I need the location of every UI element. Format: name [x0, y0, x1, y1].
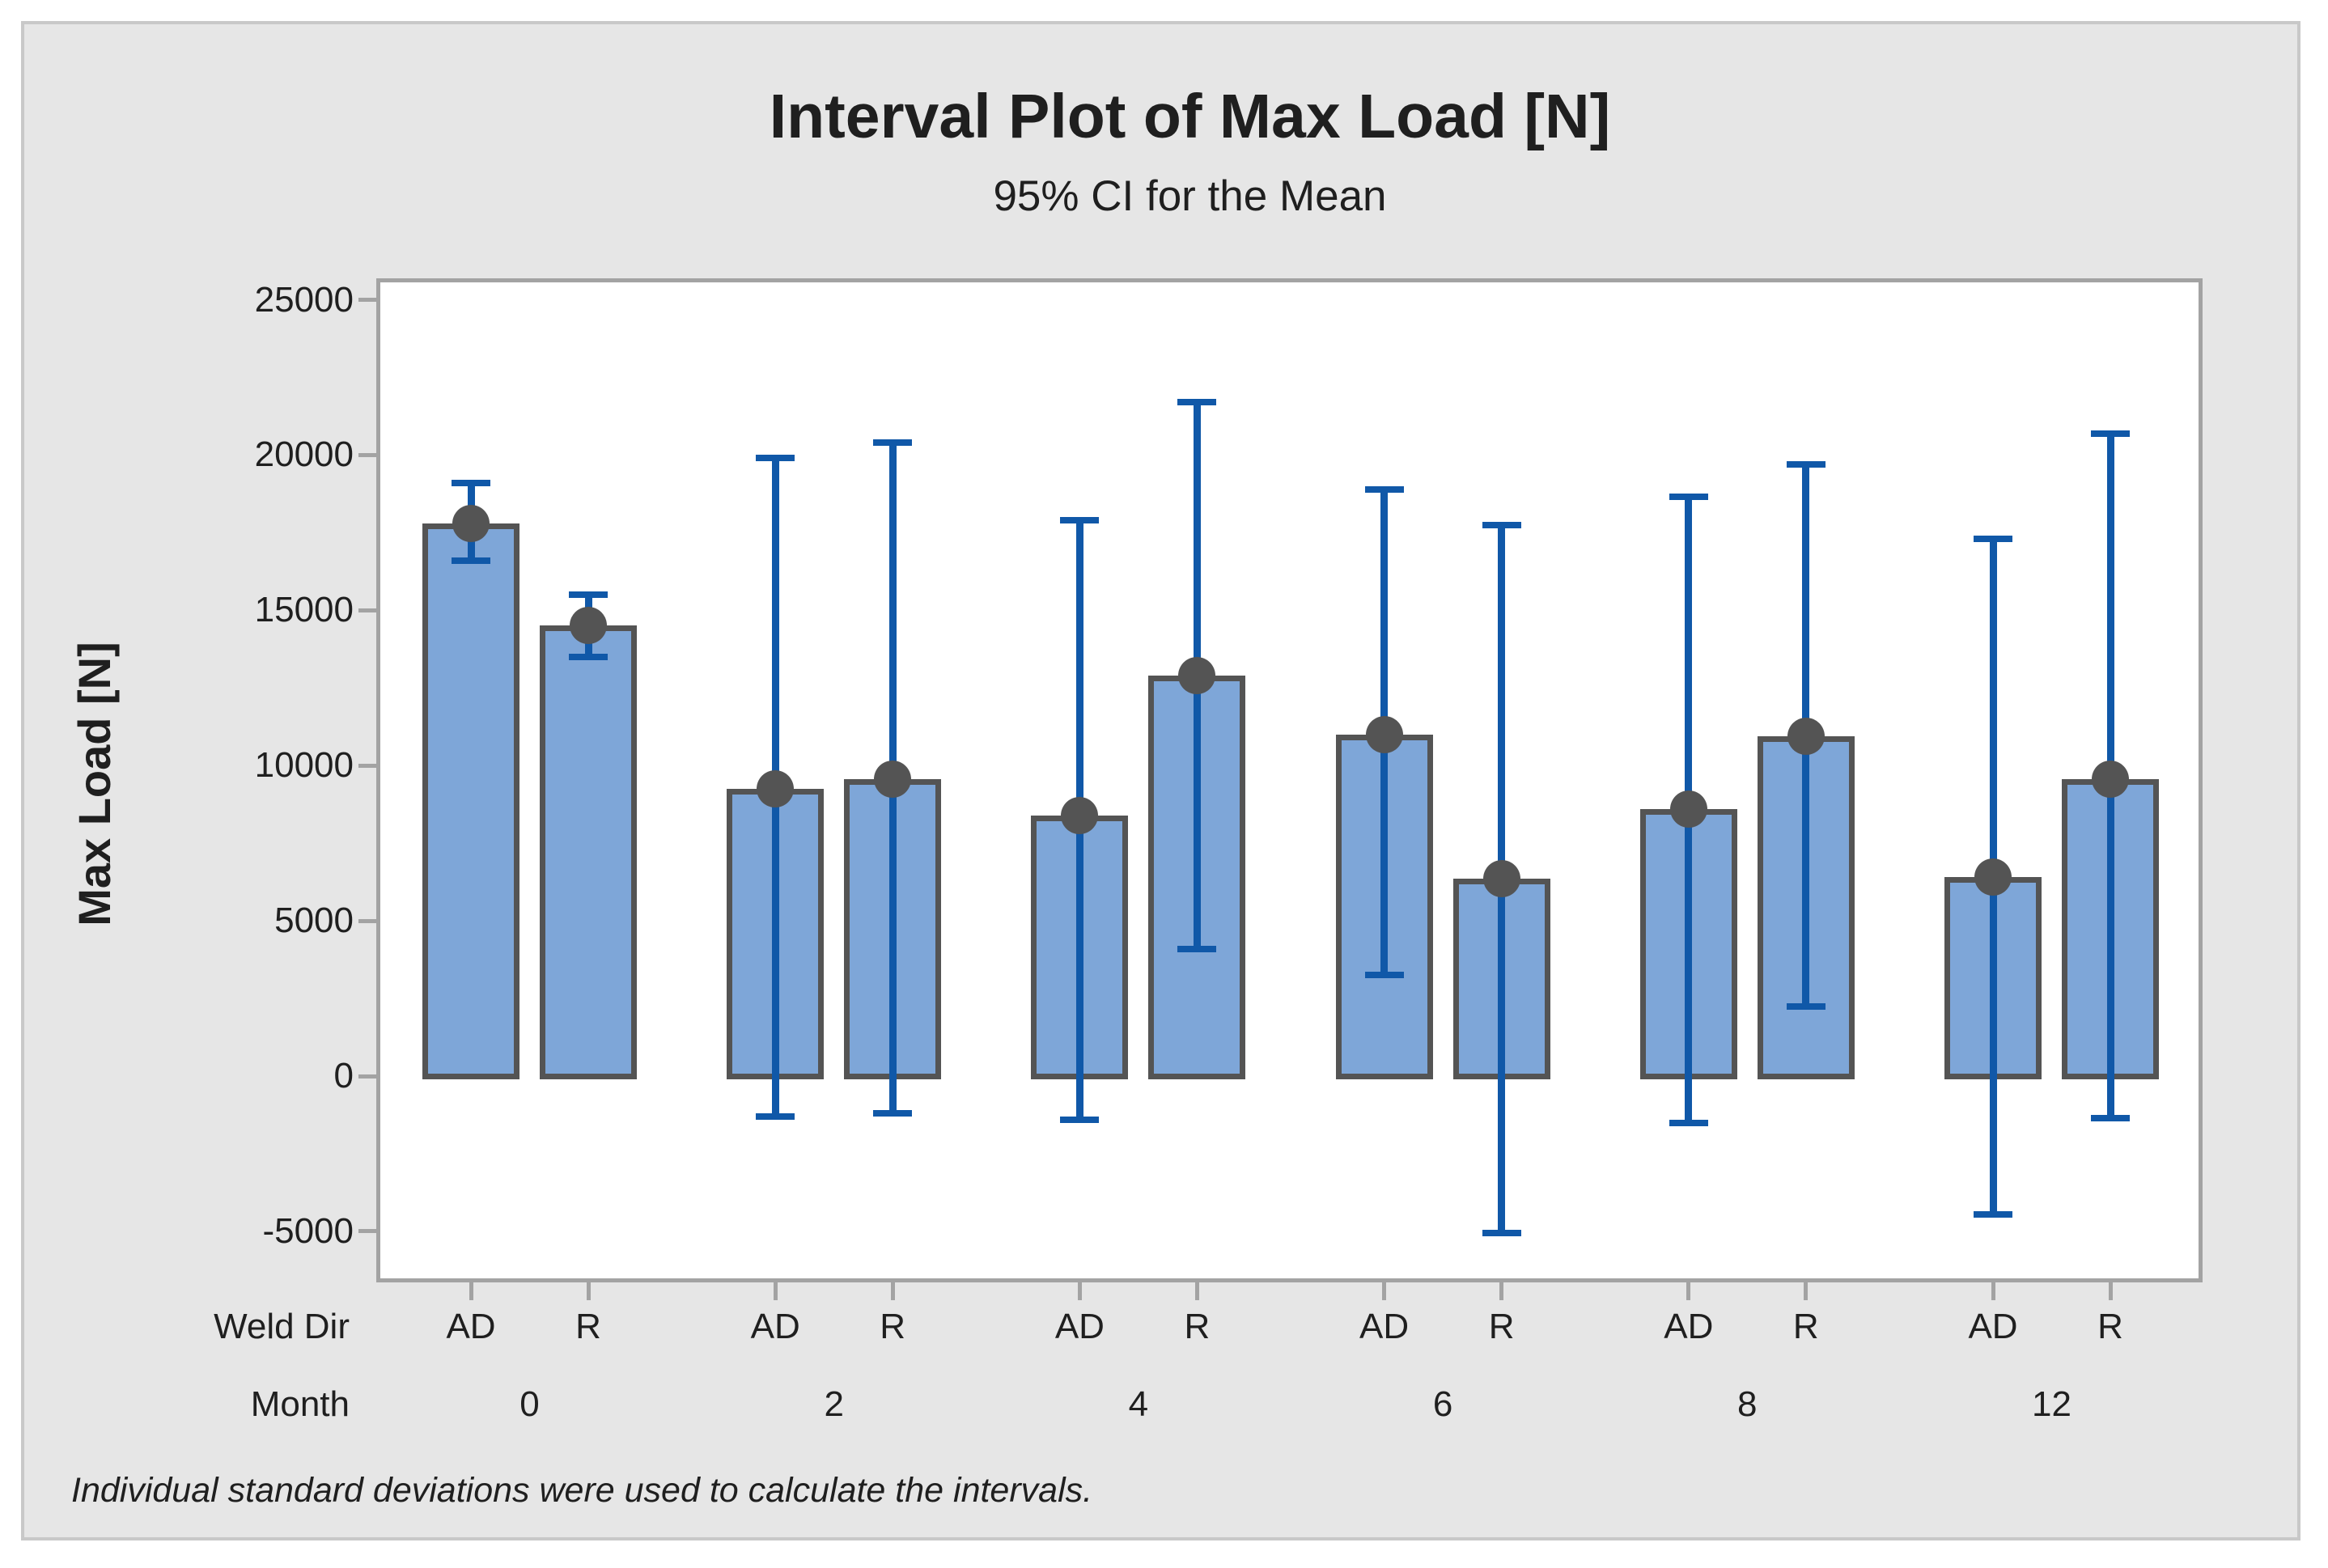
mean-dot — [1061, 796, 1099, 834]
mean-dot — [1482, 860, 1520, 898]
y-tick-mark — [358, 1074, 376, 1079]
ci-cap-upper — [1482, 521, 1521, 528]
ci-cap-upper — [569, 591, 608, 599]
month-label: 0 — [519, 1384, 540, 1424]
y-tick-label: 15000 — [254, 590, 354, 630]
x-tick-mark — [1499, 1282, 1504, 1300]
weld-dir-label: AD — [750, 1307, 800, 1346]
mean-dot — [1974, 858, 2012, 896]
ci-cap-upper — [452, 479, 490, 486]
month-label: 6 — [1432, 1384, 1453, 1424]
ci-cap-lower — [1482, 1229, 1521, 1236]
ci-cap-upper — [1060, 516, 1100, 523]
mean-dot — [1365, 715, 1403, 753]
mean-dot — [1787, 717, 1825, 755]
ci-cap-upper — [1786, 460, 1826, 468]
ci-cap-upper — [1364, 485, 1404, 493]
ci-cap-upper — [756, 455, 795, 462]
month-label: 8 — [1737, 1384, 1758, 1424]
weld-dir-label: R — [1488, 1307, 1515, 1346]
x-tick-mark — [2108, 1282, 2113, 1300]
ci-cap-lower — [569, 653, 608, 660]
mean-dot — [2092, 761, 2129, 799]
month-label: 2 — [824, 1384, 844, 1424]
y-tick-label: 5000 — [274, 901, 354, 941]
x-tick-mark — [469, 1282, 473, 1300]
weld-dir-row-label: Weld Dir — [214, 1307, 350, 1346]
weld-dir-label: AD — [1054, 1307, 1105, 1346]
ci-cap-lower — [873, 1110, 913, 1117]
interval-bar — [422, 523, 519, 1079]
mean-dot — [757, 769, 795, 807]
ci-cap-lower — [1364, 972, 1404, 979]
y-tick-mark — [358, 608, 376, 612]
ci-cap-lower — [1974, 1210, 2012, 1218]
ci-cap-lower — [756, 1112, 795, 1120]
interval-bar — [540, 625, 637, 1079]
ci-cap-upper — [2091, 430, 2130, 437]
x-tick-mark — [586, 1282, 591, 1300]
ci-cap-upper — [1974, 536, 2012, 543]
weld-dir-label: R — [1792, 1307, 1819, 1346]
y-tick-mark — [358, 1229, 376, 1234]
ci-cap-upper — [873, 439, 913, 447]
weld-dir-label: AD — [1664, 1307, 1714, 1346]
chart-subtitle: 95% CI for the Mean — [993, 172, 1387, 220]
weld-dir-label: AD — [1968, 1307, 2018, 1346]
x-tick-mark — [1804, 1282, 1809, 1300]
x-tick-mark — [890, 1282, 895, 1300]
ci-cap-upper — [1669, 494, 1708, 501]
ci-cap-lower — [1177, 945, 1217, 952]
weld-dir-label: R — [880, 1307, 906, 1346]
month-label: 12 — [2032, 1384, 2071, 1424]
mean-dot — [874, 761, 912, 799]
ci-cap-lower — [2091, 1114, 2130, 1121]
ci-cap-lower — [1669, 1119, 1708, 1126]
x-tick-mark — [1077, 1282, 1082, 1300]
weld-dir-label: R — [575, 1307, 601, 1346]
y-tick-mark — [358, 918, 376, 923]
y-tick-label: 25000 — [254, 279, 354, 320]
ci-cap-lower — [1786, 1002, 1826, 1010]
plot-area — [376, 278, 2203, 1282]
ci-cap-upper — [1177, 399, 1217, 406]
y-tick-label: -5000 — [262, 1210, 354, 1251]
weld-dir-label: R — [1184, 1307, 1211, 1346]
footnote: Individual standard deviations were used… — [71, 1471, 1093, 1510]
ci-cap-lower — [452, 557, 490, 564]
mean-dot — [452, 504, 490, 542]
y-tick-label: 20000 — [254, 434, 354, 475]
y-axis-title: Max Load [N] — [69, 642, 120, 926]
y-tick-mark — [358, 452, 376, 457]
mean-dot — [1669, 790, 1707, 828]
x-tick-mark — [1382, 1282, 1387, 1300]
y-tick-label: 10000 — [254, 745, 354, 786]
weld-dir-label: AD — [1359, 1307, 1410, 1346]
x-tick-mark — [1991, 1282, 1995, 1300]
x-tick-mark — [1194, 1282, 1199, 1300]
x-tick-mark — [773, 1282, 778, 1300]
month-row-label: Month — [250, 1384, 350, 1424]
mean-dot — [1178, 656, 1216, 694]
y-tick-mark — [358, 763, 376, 768]
y-tick-label: 0 — [333, 1056, 354, 1095]
chart-title: Interval Plot of Max Load [N] — [769, 82, 1611, 151]
x-tick-mark — [1686, 1282, 1691, 1300]
y-tick-mark — [358, 298, 376, 302]
month-label: 4 — [1128, 1384, 1149, 1424]
weld-dir-label: R — [2097, 1307, 2123, 1346]
weld-dir-label: AD — [446, 1307, 496, 1346]
mean-dot — [570, 607, 607, 645]
ci-cap-lower — [1060, 1116, 1100, 1123]
